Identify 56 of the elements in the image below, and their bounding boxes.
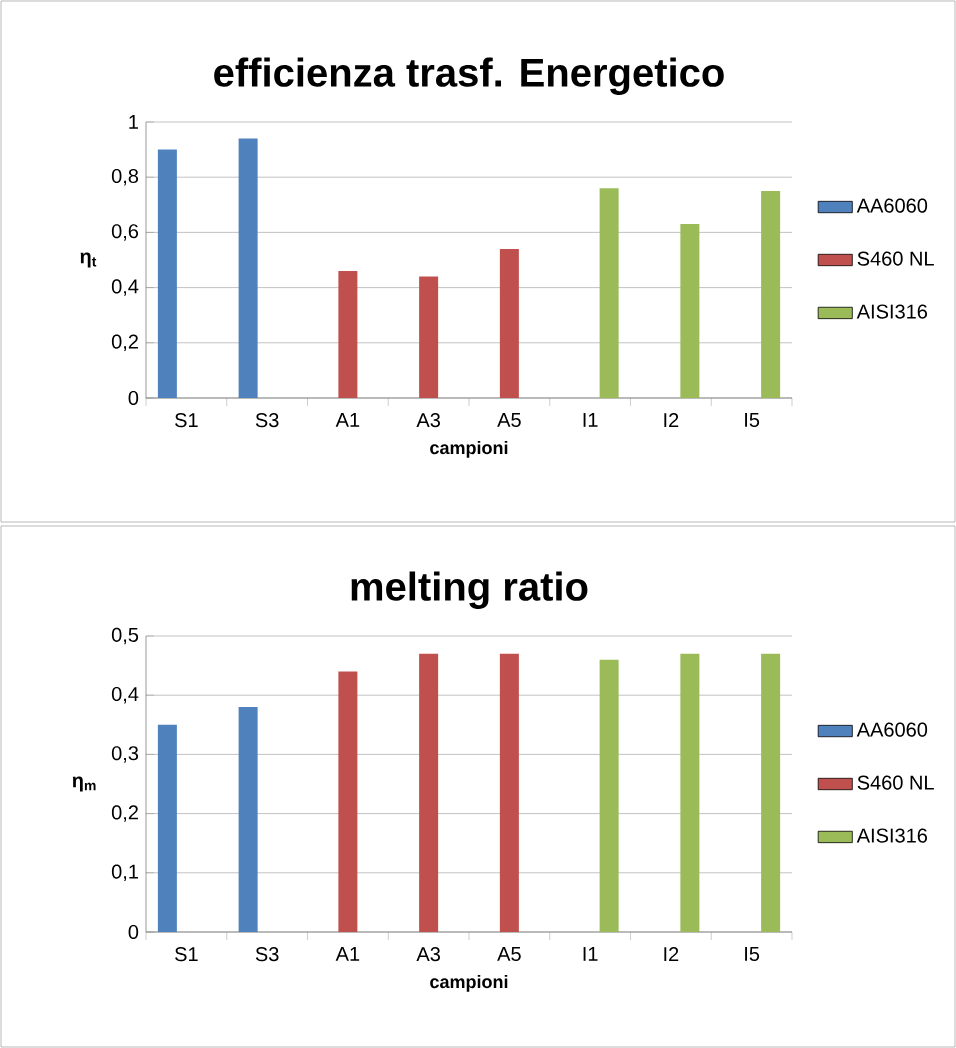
x-tick-label: A1 xyxy=(335,413,360,427)
bar xyxy=(238,707,258,932)
bar xyxy=(238,138,258,398)
x-tick-label: S3 xyxy=(255,947,279,962)
x-axis-title: campioni xyxy=(430,440,508,458)
bar xyxy=(157,149,177,398)
x-tick-label: I1 xyxy=(583,947,598,961)
bar xyxy=(761,653,781,932)
y-tick-label: 0 xyxy=(128,390,139,406)
legend-label: S460 NL xyxy=(857,775,934,790)
x-tick-label: A5 xyxy=(497,413,521,428)
y-tick-label: 0,6 xyxy=(111,224,139,241)
x-tick-label: A5 xyxy=(497,947,521,962)
y-tick-label: 1 xyxy=(129,115,138,129)
bar xyxy=(499,653,519,932)
bar xyxy=(157,724,177,932)
x-tick-label: S3 xyxy=(255,413,279,428)
y-axis-title: η$_{t}$ xyxy=(80,252,97,268)
chart-title: melting ratio xyxy=(351,571,588,609)
legend-label: AA6060 xyxy=(856,722,928,737)
x-tick-label: A1 xyxy=(335,947,360,961)
y-tick-label: 0,4 xyxy=(111,279,139,296)
y-tick-label: 0,3 xyxy=(111,746,139,763)
bar xyxy=(419,653,439,932)
x-tick-label: I1 xyxy=(583,413,598,427)
x-tick-label: I2 xyxy=(664,413,679,428)
y-tick-label: 0,4 xyxy=(111,686,139,704)
chart-title: efficienza trasf. Energetico xyxy=(214,57,724,95)
legend-label: S460 NL xyxy=(857,251,934,266)
legend-label: AISI316 xyxy=(856,828,928,843)
x-tick-label: A3 xyxy=(416,947,440,962)
y-tick-label: 0,8 xyxy=(111,168,139,186)
bar xyxy=(419,276,439,398)
x-tick-label: S1 xyxy=(175,413,198,428)
legend-label: AA6060 xyxy=(856,198,928,213)
x-tick-label: I5 xyxy=(745,413,760,428)
bar xyxy=(761,190,781,398)
bar xyxy=(680,224,700,398)
bar xyxy=(680,653,700,932)
bar xyxy=(599,659,619,932)
x-tick-label: A3 xyxy=(416,413,440,428)
x-axis-title: campioni xyxy=(430,974,508,992)
y-axis-title: η$_{m}$ xyxy=(72,776,96,792)
x-tick-label: I2 xyxy=(664,947,679,962)
y-tick-label: 0,5 xyxy=(111,627,139,645)
y-tick-label: 0,1 xyxy=(111,864,138,882)
x-tick-label: S1 xyxy=(175,947,198,962)
bar xyxy=(599,188,619,398)
bar xyxy=(499,248,519,398)
y-tick-label: 0,2 xyxy=(111,334,138,352)
y-tick-label: 0 xyxy=(128,924,139,940)
bar xyxy=(338,271,358,398)
bar xyxy=(338,671,358,932)
legend-label: AISI316 xyxy=(856,304,928,319)
x-tick-label: I5 xyxy=(745,947,760,962)
y-tick-label: 0,2 xyxy=(111,805,138,822)
